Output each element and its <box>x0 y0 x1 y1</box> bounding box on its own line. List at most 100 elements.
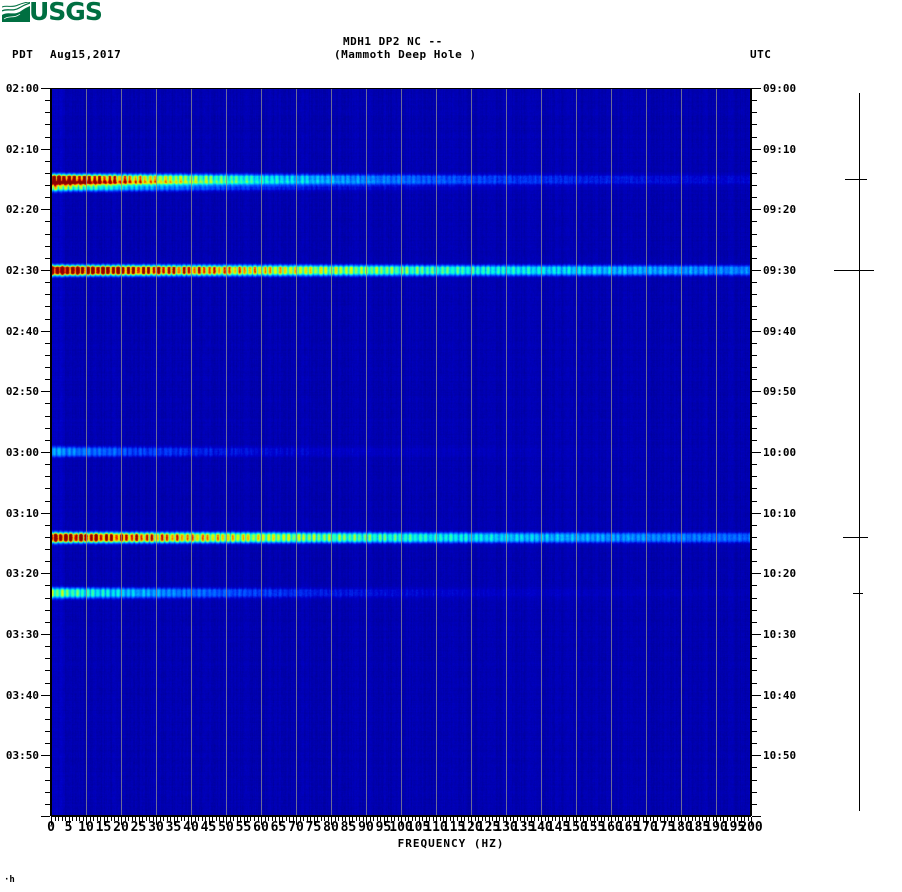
x-tick <box>685 817 686 821</box>
tick-left <box>45 185 50 186</box>
tick-left <box>45 282 50 283</box>
tick-right <box>752 610 757 611</box>
x-tick <box>601 817 602 821</box>
tick-right <box>752 646 757 647</box>
tick-right <box>752 658 757 659</box>
tick-left <box>45 258 50 259</box>
tick-left <box>45 161 50 162</box>
x-tick-label: 130 <box>494 820 518 835</box>
y-tick-label-left: 02:50 <box>5 385 39 398</box>
x-tick-label: 70 <box>288 820 304 835</box>
x-tick-label: 110 <box>424 820 448 835</box>
x-tick <box>639 817 640 821</box>
x-tick <box>660 817 661 821</box>
tick-left <box>45 610 50 611</box>
x-tick <box>167 817 168 821</box>
y-tick-label-left: 02:20 <box>5 203 39 216</box>
x-tick <box>503 817 504 821</box>
x-tick <box>552 817 553 821</box>
x-tick <box>359 817 360 821</box>
x-tick <box>517 817 518 821</box>
x-tick <box>149 817 150 821</box>
y-tick-label-right: 10:30 <box>763 628 797 641</box>
x-tick <box>538 817 539 821</box>
x-tick <box>461 817 462 821</box>
x-tick <box>373 817 374 821</box>
tick-right <box>752 452 761 453</box>
x-tick <box>706 817 707 821</box>
tick-right <box>752 112 757 113</box>
x-tick <box>555 817 556 821</box>
x-tick <box>317 817 318 821</box>
x-tick <box>415 817 416 821</box>
x-tick <box>107 817 108 821</box>
tick-right <box>752 537 757 538</box>
x-tick <box>580 817 581 821</box>
tick-right <box>752 622 757 623</box>
x-tick <box>97 817 98 821</box>
x-tick <box>125 817 126 821</box>
x-tick <box>492 817 493 821</box>
x-tick-label: 180 <box>669 820 693 835</box>
tick-left <box>45 234 50 235</box>
x-tick <box>524 817 525 825</box>
x-tick <box>590 817 591 821</box>
tick-right <box>752 743 757 744</box>
x-tick <box>247 817 248 821</box>
x-tick <box>608 817 609 821</box>
x-tick <box>446 817 447 821</box>
tick-left <box>45 112 50 113</box>
x-tick <box>730 817 731 821</box>
x-tick <box>69 817 70 825</box>
x-tick-label: 115 <box>441 820 466 835</box>
x-tick <box>219 817 220 821</box>
x-tick <box>62 817 63 821</box>
tick-left <box>45 767 50 768</box>
tick-left <box>45 319 50 320</box>
x-tick <box>300 817 301 821</box>
tick-left <box>41 573 50 574</box>
amplitude-trace-panel <box>800 88 900 816</box>
x-tick <box>111 817 112 821</box>
tick-right <box>752 513 761 514</box>
x-tick <box>198 817 199 821</box>
x-tick <box>342 817 343 821</box>
date-label: Aug15,2017 <box>50 48 122 61</box>
tick-right <box>752 379 757 380</box>
x-tick <box>212 817 213 821</box>
x-tick <box>195 817 196 821</box>
x-tick-label: 195 <box>721 820 746 835</box>
tick-right <box>752 561 757 562</box>
x-tick <box>250 817 251 821</box>
x-tick <box>216 817 217 821</box>
tick-left <box>45 622 50 623</box>
tick-left <box>45 598 50 599</box>
x-tick <box>331 817 332 825</box>
x-tick <box>650 817 651 821</box>
x-tick <box>741 817 742 821</box>
x-tick-label: 25 <box>130 820 147 835</box>
x-tick-label: 15 <box>95 820 112 835</box>
x-tick <box>433 817 434 821</box>
tick-left <box>41 755 50 756</box>
x-tick-label: 145 <box>546 820 571 835</box>
x-tick <box>170 817 171 821</box>
x-tick <box>709 817 710 821</box>
tick-left <box>45 743 50 744</box>
x-tick <box>412 817 413 821</box>
tick-left <box>45 537 50 538</box>
x-tick-label: 120 <box>459 820 483 835</box>
x-tick <box>615 817 616 821</box>
x-tick <box>363 817 364 821</box>
x-tick-label: 100 <box>389 820 413 835</box>
x-tick <box>296 817 297 825</box>
gridline-70hz <box>296 88 297 816</box>
y-tick-label-right: 10:10 <box>763 507 797 520</box>
trace-event-mark <box>843 537 868 538</box>
x-tick <box>394 817 395 821</box>
axis-spine-bottom <box>51 816 751 817</box>
x-tick-label: 200 <box>739 820 763 835</box>
x-tick <box>737 817 738 821</box>
tick-left <box>45 355 50 356</box>
x-tick <box>79 817 80 821</box>
